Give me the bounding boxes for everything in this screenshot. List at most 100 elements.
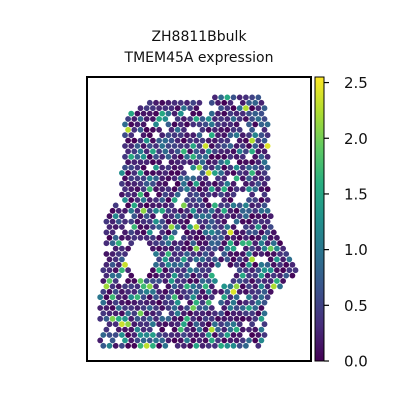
expression-spot	[193, 180, 200, 187]
expression-spot	[131, 180, 138, 187]
expression-spot	[246, 261, 252, 268]
expression-spot	[215, 99, 221, 106]
expression-spot	[283, 251, 290, 257]
expression-spot	[218, 299, 225, 306]
expression-spot	[230, 202, 237, 209]
expression-spot	[156, 310, 163, 317]
expression-spot	[261, 105, 268, 112]
expression-spot	[165, 197, 172, 203]
expression-spot	[264, 229, 271, 236]
expression-spot	[221, 218, 228, 225]
expression-spot	[122, 261, 128, 268]
expression-spot	[243, 278, 249, 284]
expression-spot	[156, 245, 163, 252]
expression-spot	[252, 207, 259, 214]
expression-spot	[159, 261, 166, 268]
expression-spot	[125, 170, 131, 176]
expression-spot	[212, 332, 218, 338]
expression-spot	[246, 294, 252, 301]
expression-spot	[249, 234, 256, 241]
expression-spot	[227, 315, 234, 322]
expression-spot	[100, 278, 107, 284]
expression-spot	[215, 337, 221, 344]
expression-spot	[150, 288, 156, 295]
expression-spot	[190, 143, 197, 149]
expression-spot	[205, 299, 212, 306]
expression-spot	[193, 310, 200, 317]
expression-spot	[119, 299, 125, 306]
expression-spot	[236, 202, 243, 209]
expression-spot	[165, 218, 172, 225]
expression-spot	[196, 121, 203, 128]
expression-spot	[193, 288, 200, 295]
expression-spot	[193, 245, 200, 252]
expression-spot	[100, 310, 107, 317]
expression-spot	[246, 197, 252, 203]
expression-spot	[190, 197, 197, 203]
expression-spot	[227, 132, 234, 139]
expression-spot	[134, 175, 141, 182]
expression-spot	[215, 110, 221, 117]
expression-spot	[208, 121, 215, 128]
expression-spot	[246, 229, 252, 236]
expression-spot	[165, 251, 172, 257]
expression-spot	[224, 126, 231, 133]
expression-spot	[150, 116, 156, 122]
expression-spot	[261, 321, 268, 328]
expression-spot	[205, 159, 212, 166]
expression-spot	[193, 105, 200, 112]
expression-spot	[212, 288, 218, 295]
expression-spot	[199, 342, 206, 349]
expression-spot	[134, 186, 141, 193]
expression-spot	[205, 202, 212, 209]
expression-spot	[184, 121, 190, 128]
expression-spot	[190, 283, 197, 290]
expression-spot	[246, 315, 252, 322]
expression-spot	[218, 321, 225, 328]
expression-spot	[227, 283, 234, 290]
expression-spot	[128, 229, 135, 236]
expression-spot	[255, 278, 262, 284]
expression-spot	[165, 110, 172, 117]
expression-spot	[150, 105, 156, 112]
expression-spot	[196, 251, 203, 257]
expression-spot	[103, 315, 110, 322]
expression-spot	[218, 288, 225, 295]
expression-spot	[258, 294, 265, 301]
expression-spot	[177, 261, 184, 268]
expression-spot	[221, 337, 228, 344]
expression-spot	[255, 94, 262, 101]
expression-spot	[168, 224, 175, 230]
expression-spot	[243, 267, 249, 274]
expression-spot	[106, 288, 113, 295]
expression-spot	[134, 121, 141, 128]
expression-spot	[146, 110, 153, 117]
expression-spot	[249, 278, 256, 284]
expression-spot	[205, 224, 212, 230]
expression-spot	[112, 256, 119, 263]
expression-spot	[171, 251, 178, 257]
expression-spot	[165, 186, 172, 193]
expression-spot	[115, 261, 122, 268]
expression-spot	[171, 283, 178, 290]
expression-spot	[159, 326, 166, 333]
expression-spot	[233, 164, 240, 171]
expression-spot	[100, 288, 107, 295]
expression-spot	[187, 202, 194, 209]
expression-spot	[264, 153, 271, 160]
expression-spot	[174, 170, 181, 176]
expression-spot	[252, 315, 259, 322]
expression-spot	[212, 278, 218, 284]
expression-spot	[184, 229, 190, 236]
expression-spot	[150, 126, 156, 133]
expression-spot	[153, 294, 159, 301]
expression-spot	[150, 321, 156, 328]
expression-spot	[224, 310, 231, 317]
expression-spot	[165, 240, 172, 247]
expression-spot	[109, 305, 116, 311]
expression-spot	[264, 164, 271, 171]
expression-spot	[196, 261, 203, 268]
expression-spot	[221, 121, 228, 128]
expression-spot	[143, 310, 150, 317]
expression-spot	[125, 116, 131, 122]
